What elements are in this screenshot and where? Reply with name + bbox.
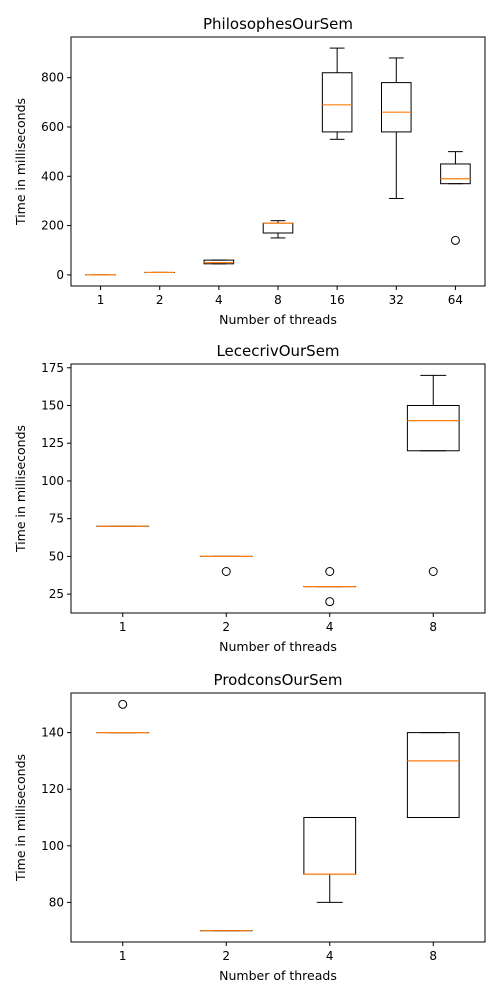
- outlier-point: [325, 597, 335, 607]
- y-axis-label: Time in milliseconds: [13, 98, 28, 226]
- x-axis-label: Number of threads: [219, 312, 337, 327]
- y-tick-label: 125: [41, 436, 64, 450]
- x-tick-label: 1: [119, 620, 127, 634]
- y-tick-label: 200: [41, 219, 64, 233]
- y-tick-label: 600: [41, 120, 64, 134]
- x-tick-label: 2: [222, 620, 230, 634]
- x-tick-label: 1: [97, 293, 105, 307]
- x-tick-label: 64: [448, 293, 463, 307]
- plot-area: [70, 692, 486, 943]
- y-tick-label: 150: [41, 399, 64, 413]
- x-tick-label: 4: [326, 949, 334, 963]
- y-tick-label: 25: [49, 587, 64, 601]
- box: [406, 405, 460, 452]
- x-tick-label: 8: [429, 949, 437, 963]
- outlier-point: [428, 567, 438, 576]
- box: [262, 222, 294, 234]
- y-tick-label: 800: [41, 71, 64, 85]
- x-tick-label: 8: [274, 293, 282, 307]
- y-tick-label: 80: [49, 895, 64, 909]
- box: [203, 259, 235, 265]
- x-tick-label: 2: [156, 293, 164, 307]
- chart-title: ProdconsOurSem: [214, 671, 343, 689]
- y-tick-label: 50: [49, 549, 64, 563]
- y-tick-label: 100: [41, 839, 64, 853]
- y-tick-label: 175: [41, 361, 64, 375]
- x-tick-label: 16: [330, 293, 345, 307]
- outlier-point: [221, 567, 231, 576]
- y-axis-label: Time in milliseconds: [13, 425, 28, 553]
- x-tick-label: 2: [222, 949, 230, 963]
- y-tick-label: 75: [49, 512, 64, 526]
- box: [406, 732, 460, 819]
- x-tick-label: 8: [429, 620, 437, 634]
- y-tick-label: 100: [41, 474, 64, 488]
- plot-area: [70, 36, 486, 287]
- box: [303, 817, 357, 875]
- y-tick-label: 0: [56, 268, 64, 282]
- box: [440, 163, 471, 185]
- chart-title: LececrivOurSem: [216, 342, 339, 360]
- y-tick-label: 140: [41, 726, 64, 740]
- x-axis-label: Number of threads: [219, 639, 337, 654]
- y-tick-label: 120: [41, 782, 64, 796]
- x-tick-label: 4: [215, 293, 223, 307]
- x-tick-label: 4: [326, 620, 334, 634]
- outlier-point: [118, 699, 128, 709]
- box: [381, 82, 412, 133]
- chart-title: PhilosophesOurSem: [203, 15, 353, 33]
- box: [321, 72, 353, 133]
- y-tick-label: 400: [41, 169, 64, 183]
- plot-area: [70, 363, 486, 614]
- x-axis-label: Number of threads: [219, 968, 337, 983]
- outlier-point: [450, 235, 460, 245]
- y-axis-label: Time in milliseconds: [13, 754, 28, 882]
- x-tick-label: 32: [389, 293, 404, 307]
- outlier-point: [325, 567, 335, 576]
- x-tick-label: 1: [119, 949, 127, 963]
